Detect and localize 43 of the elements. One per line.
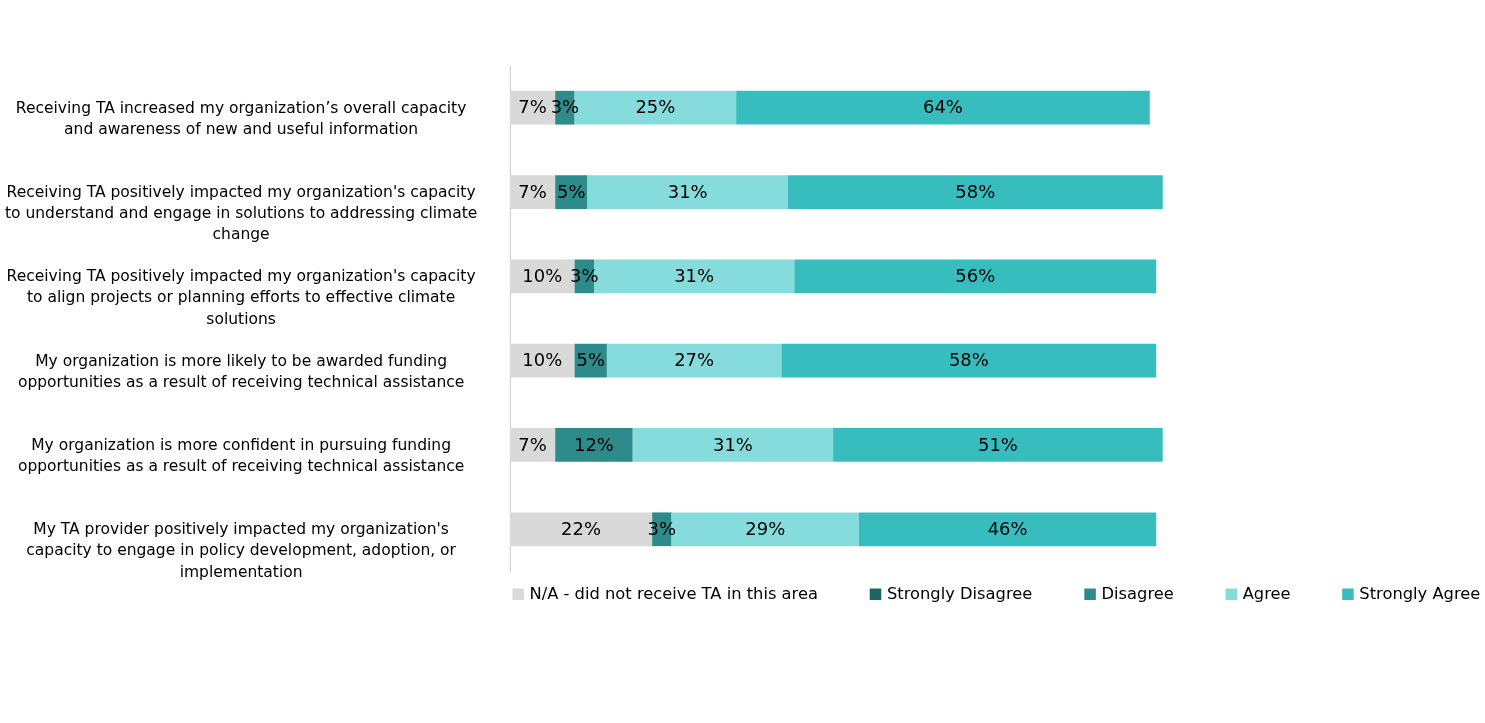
data-label: 7% [518,433,547,455]
bar [833,428,1163,462]
data-label: 51% [977,433,1018,455]
data-label: 31% [667,180,708,202]
data-label: 12% [574,433,614,455]
legend-label: N/A - did not receive TA in this area [529,584,818,604]
data-label: 58% [955,180,996,202]
y-tick-label: Receiving TA positively impacted my organization's capacity to understand and engage in solutions to addressing climate change [4,182,478,244]
legend-label: Agree [1242,584,1291,604]
data-label: 56% [955,265,996,287]
data-label: 10% [522,349,563,371]
data-label: 5% [576,349,605,371]
data-label: 25% [635,96,676,118]
data-label: 27% [674,349,715,371]
data-label: 22% [561,517,601,539]
data-label: 29% [745,517,786,539]
data-label: 5% [557,180,586,202]
data-label: 10% [522,265,563,287]
legend-label: Strongly Disagree [886,584,1033,604]
data-label: 64% [923,96,963,118]
y-tick-label: My organization is more confident in pursuing funding opportunities as a result of receiving technical assistance [17,435,465,476]
legend-label: Strongly Agree [1359,584,1481,604]
y-tick-label: Receiving TA positively impacted my organization's capacity to align projects or planning efforts to effective climate solutions [6,267,476,328]
bar [509,343,575,378]
bar [794,259,1157,294]
data-label: 58% [948,349,989,371]
data-label: 31% [712,433,753,455]
bar [736,90,1150,125]
bar [781,343,1157,378]
bar [632,428,834,462]
y-tick-label: Receiving TA increased my organization’s overall capacity and awareness of new and useful information [15,98,467,138]
bar [858,512,1157,547]
bar [787,175,1163,209]
y-tick-label: My organization is more likely to be awarded funding opportunities as a result of receiving technical assistance [17,351,465,391]
y-tick-label: My TA provider positively impacted my organization's capacity to engage in policy development, adoption, or implementation [26,520,457,581]
bar [555,428,633,462]
data-label: 7% [518,180,547,202]
legend-label: Disagree [1101,584,1174,604]
bar [587,175,788,209]
data-label: 7% [518,96,547,118]
bar [606,343,782,378]
data-label: 46% [987,517,1028,539]
data-label: 31% [674,265,715,287]
